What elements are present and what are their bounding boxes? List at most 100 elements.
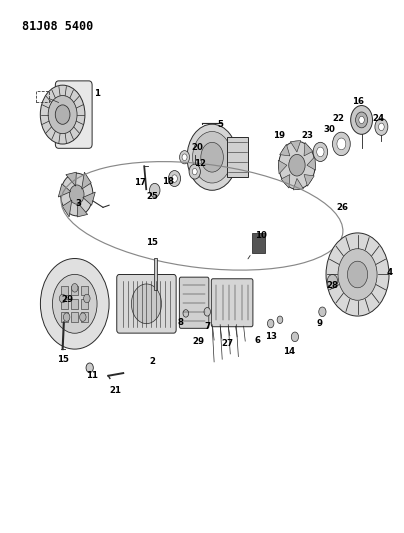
Text: 13: 13 [265, 333, 278, 341]
Text: 4: 4 [387, 269, 393, 277]
Text: 24: 24 [372, 114, 384, 123]
Text: 22: 22 [332, 114, 345, 123]
Circle shape [204, 308, 210, 316]
Text: 6: 6 [255, 336, 260, 344]
Bar [71, 299, 78, 309]
FancyBboxPatch shape [211, 279, 253, 327]
Circle shape [40, 259, 109, 349]
Text: 5: 5 [217, 120, 223, 129]
Circle shape [48, 95, 77, 134]
Circle shape [267, 319, 274, 328]
FancyBboxPatch shape [55, 81, 92, 148]
Circle shape [313, 142, 328, 161]
Circle shape [189, 164, 200, 179]
Polygon shape [304, 142, 313, 156]
Text: 10: 10 [255, 231, 267, 240]
Text: 3: 3 [76, 199, 82, 208]
Circle shape [289, 155, 305, 176]
Circle shape [379, 123, 384, 131]
Circle shape [326, 233, 389, 316]
Polygon shape [62, 200, 72, 217]
Circle shape [187, 124, 237, 190]
Polygon shape [83, 192, 95, 205]
Circle shape [86, 363, 93, 373]
Circle shape [131, 284, 162, 324]
Text: 28: 28 [326, 281, 338, 289]
Circle shape [359, 116, 364, 124]
Circle shape [84, 294, 90, 303]
FancyBboxPatch shape [117, 274, 176, 333]
Text: 14: 14 [283, 348, 295, 356]
Circle shape [193, 132, 231, 183]
Circle shape [69, 185, 84, 204]
Polygon shape [281, 175, 290, 188]
Bar [36, 91, 49, 102]
Text: 9: 9 [317, 319, 323, 328]
Circle shape [351, 106, 372, 134]
Circle shape [40, 85, 85, 144]
Circle shape [291, 332, 299, 342]
Text: 25: 25 [146, 192, 158, 200]
Circle shape [80, 313, 86, 321]
Circle shape [338, 249, 377, 300]
Text: 21: 21 [109, 386, 121, 394]
Bar [227, 138, 248, 177]
Text: 23: 23 [302, 132, 314, 140]
Text: 18: 18 [162, 177, 174, 185]
Circle shape [192, 168, 197, 175]
Polygon shape [304, 175, 314, 186]
Circle shape [201, 142, 223, 172]
Text: 2: 2 [150, 357, 156, 366]
Bar [154, 258, 157, 290]
Circle shape [332, 132, 350, 156]
Circle shape [179, 151, 189, 164]
Text: 29: 29 [193, 337, 205, 345]
Circle shape [182, 154, 187, 160]
Polygon shape [278, 160, 287, 174]
Circle shape [375, 118, 388, 135]
Bar [252, 233, 265, 253]
Text: 16: 16 [352, 97, 364, 106]
Circle shape [149, 183, 160, 197]
Polygon shape [82, 172, 91, 189]
Circle shape [172, 175, 177, 182]
Polygon shape [290, 141, 301, 152]
Circle shape [55, 105, 70, 124]
Circle shape [319, 307, 326, 317]
Circle shape [59, 294, 66, 303]
Circle shape [63, 313, 70, 321]
Bar [71, 312, 78, 322]
Text: 17: 17 [135, 178, 147, 187]
Circle shape [317, 147, 324, 157]
Text: 20: 20 [191, 143, 203, 151]
Bar [61, 299, 68, 309]
Circle shape [347, 261, 368, 288]
Circle shape [61, 173, 93, 216]
Bar [61, 312, 68, 322]
Text: 12: 12 [194, 159, 206, 168]
Polygon shape [58, 184, 71, 197]
Bar [71, 286, 78, 295]
Text: 15: 15 [57, 356, 69, 364]
Text: 30: 30 [323, 125, 335, 134]
Bar [81, 299, 88, 309]
Polygon shape [66, 172, 76, 186]
Text: 26: 26 [337, 204, 349, 212]
Text: 11: 11 [86, 372, 98, 380]
Circle shape [168, 171, 181, 187]
Text: 7: 7 [204, 322, 210, 330]
Bar [81, 312, 88, 322]
Circle shape [53, 274, 97, 333]
Circle shape [277, 316, 283, 324]
Text: 8: 8 [178, 318, 184, 327]
Circle shape [72, 284, 78, 292]
Circle shape [356, 112, 368, 128]
Polygon shape [293, 179, 303, 190]
Circle shape [183, 310, 189, 317]
Polygon shape [77, 203, 88, 217]
Circle shape [327, 274, 338, 288]
Circle shape [279, 141, 315, 189]
Bar [81, 286, 88, 295]
Text: 1: 1 [94, 89, 100, 98]
Text: 19: 19 [273, 132, 285, 140]
